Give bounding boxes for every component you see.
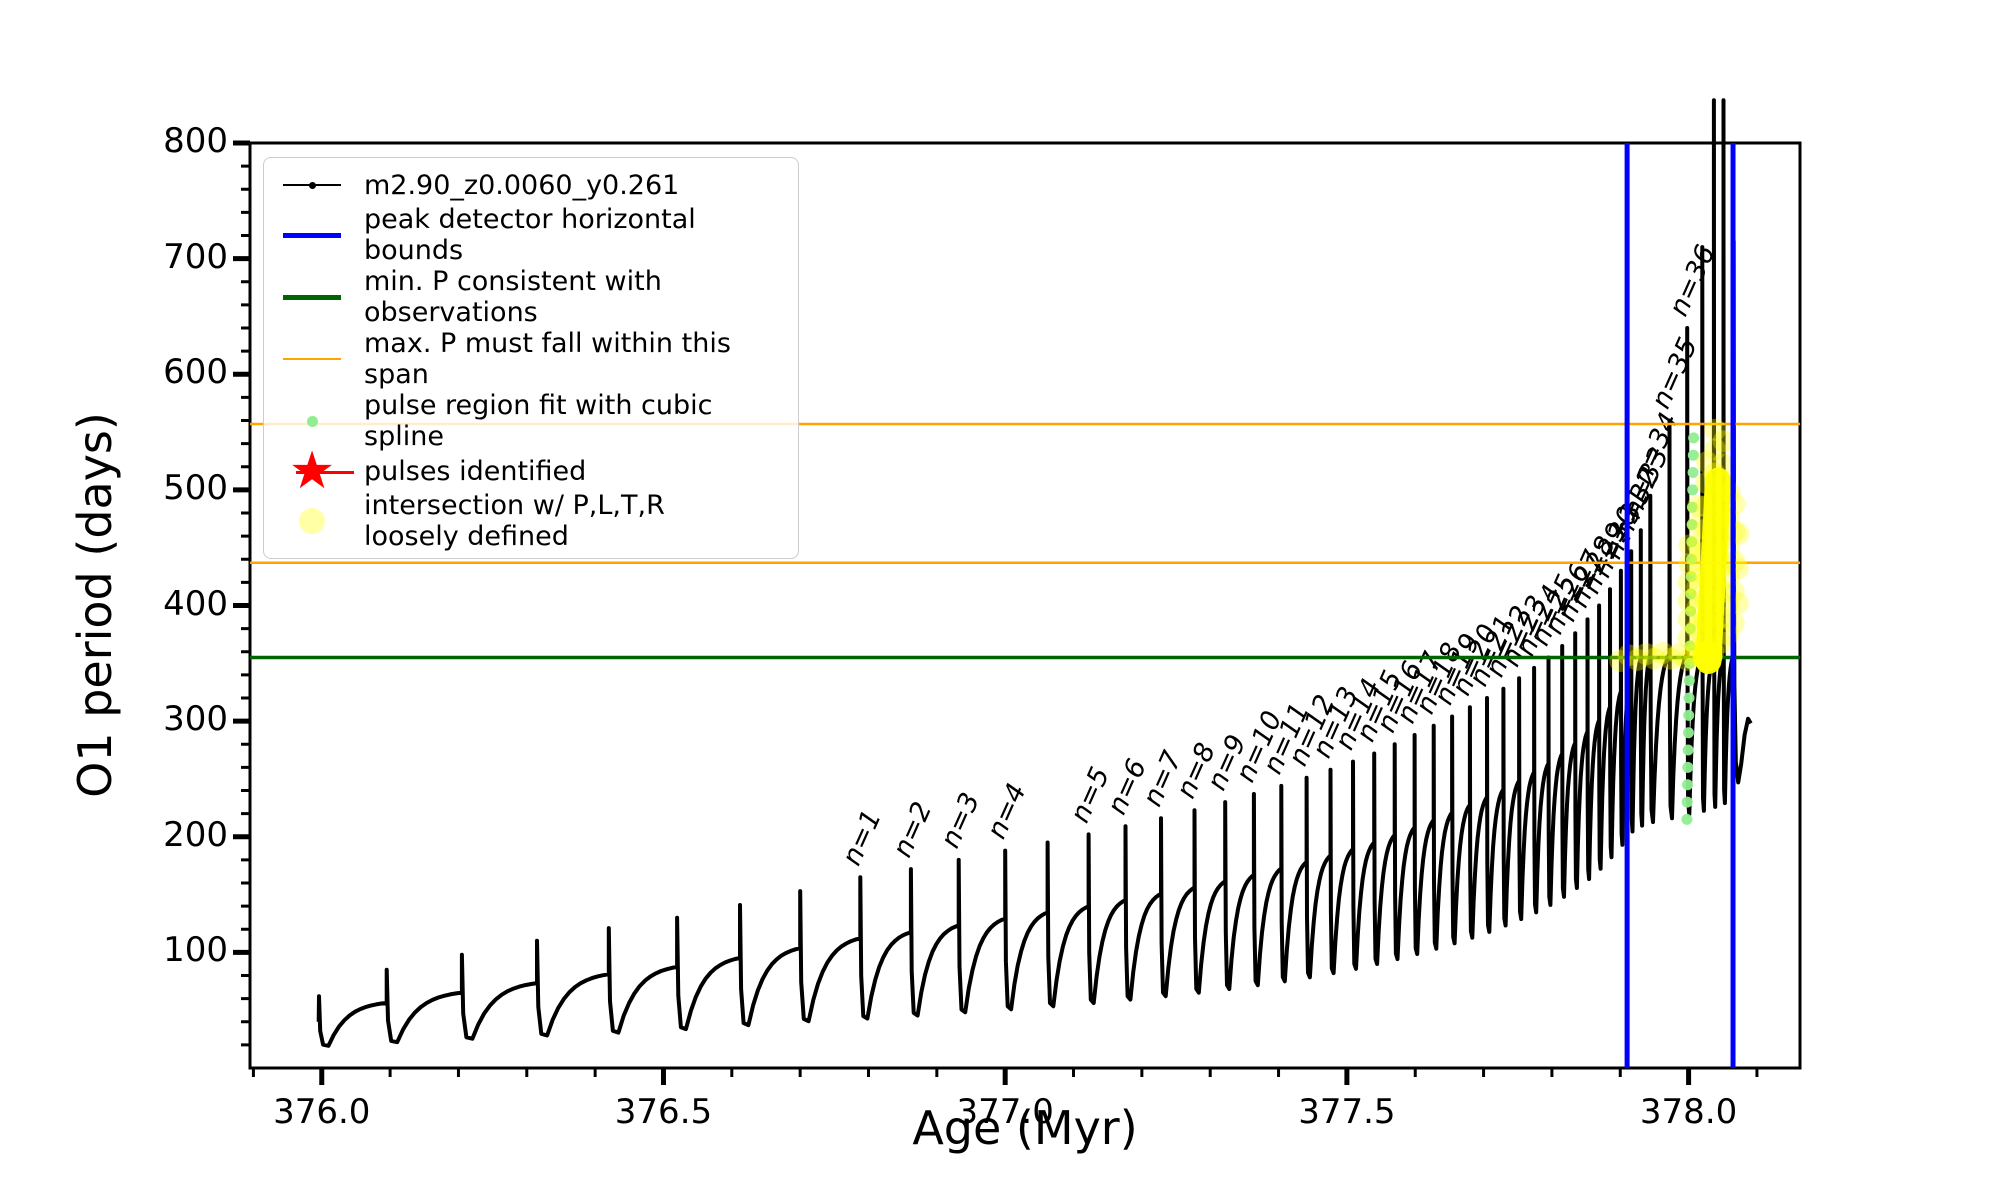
legend-swatch-marked-line [276,182,348,189]
legend-swatch-big-dot [276,508,348,534]
legend-label: pulse region fit with cubic spline [364,390,713,452]
legend-item-1: peak detector horizontal bounds [276,204,788,266]
y-tick-label: 300 [163,699,228,740]
legend-label: max. P must fall within this span [364,328,731,390]
legend-label: intersection w/ P,L,T,R loosely defined [364,490,665,552]
legend-swatch-thick-line [276,294,348,300]
y-tick-label: 200 [163,814,228,855]
legend-item-3: max. P must fall within this span [276,328,788,390]
legend-label: peak detector horizontal bounds [364,204,696,266]
x-axis-label: Age (Myr) [912,1101,1138,1155]
legend-swatch-thick-line [276,232,348,238]
y-tick-label: 600 [163,352,228,393]
legend-swatch-star: ★ [276,445,354,497]
y-tick-label: 700 [163,236,228,277]
x-tick-label: 377.5 [1298,1092,1396,1132]
x-tick-label: 378.0 [1639,1092,1738,1132]
legend-label: pulses identified [364,455,587,487]
x-tick-label: 377.0 [956,1092,1054,1132]
x-tick-label: 376.0 [273,1092,371,1132]
legend-swatch-thin-line [276,358,348,360]
legend-item-2: min. P consistent with observations [276,266,788,328]
legend-label: min. P consistent with observations [364,266,662,328]
legend-swatch-small-dot [276,415,348,427]
legend-item-4: pulse region fit with cubic spline [276,390,788,452]
legend-item-6: intersection w/ P,L,T,R loosely defined [276,490,788,552]
y-tick-label: 400 [163,583,228,624]
y-tick-label: 100 [163,930,228,971]
legend: m2.90_z0.0060_y0.261 peak detector horizo… [263,157,799,559]
legend-item-0: m2.90_z0.0060_y0.261 [276,166,788,204]
y-tick-label: 800 [163,121,228,161]
legend-label: m2.90_z0.0060_y0.261 [364,169,680,201]
x-tick-label: 376.5 [614,1092,713,1132]
legend-item-5: ★ pulses identified [276,445,788,497]
y-tick-label: 500 [163,467,228,508]
